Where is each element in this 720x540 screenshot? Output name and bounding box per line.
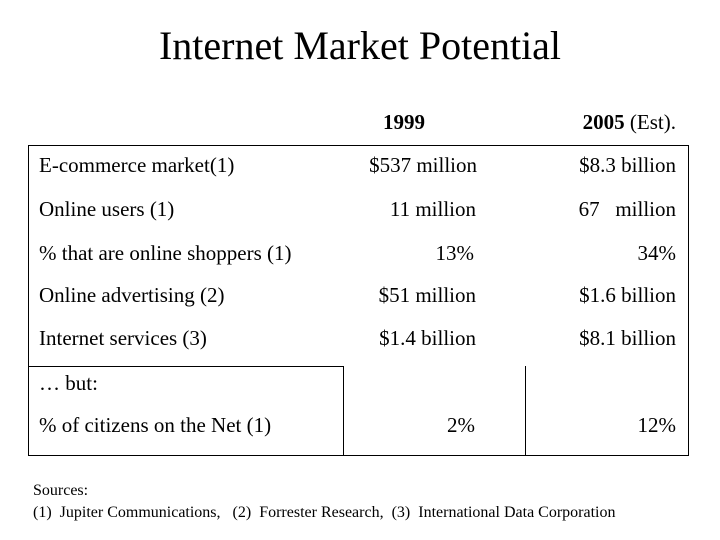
table-row-but: … but: — [0, 368, 720, 398]
table-divider-vertical-right — [525, 366, 526, 456]
table-row-online-shoppers: % that are online shoppers (1) 13% 34% — [0, 238, 720, 268]
table-divider-horizontal — [28, 366, 343, 367]
value-2005: $8.3 billion — [579, 153, 676, 177]
table-row-online-advertising: Online advertising (2) $51 million $1.6 … — [0, 280, 720, 310]
row-label: % that are online shoppers (1) — [39, 241, 292, 265]
table-row-internet-services: Internet services (3) $1.4 billion $8.1 … — [0, 323, 720, 353]
value-2005: 12% — [637, 413, 677, 437]
table-row-online-users: Online users (1) 11 million 67 million — [0, 194, 720, 224]
slide-title: Internet Market Potential — [158, 23, 562, 68]
column-header-1999: 1999 — [383, 110, 425, 134]
table-row-citizens-on-net: % of citizens on the Net (1) 2% 12% — [0, 410, 720, 440]
row-label: Online advertising (2) — [39, 283, 225, 307]
table-row-ecommerce-market: E-commerce market(1) $537 million $8.3 b… — [0, 150, 720, 180]
row-label: … but: — [39, 371, 98, 395]
sources-list: (1) Jupiter Communications, (2) Forreste… — [33, 504, 616, 521]
value-2005: $8.1 billion — [579, 326, 676, 350]
sources-footnote: Sources: (1) Jupiter Communications, (2)… — [33, 480, 616, 524]
value-2005: 67 million — [578, 197, 676, 221]
value-1999: $537 million — [369, 153, 477, 177]
table-frame — [28, 145, 689, 456]
value-1999: 13% — [435, 241, 475, 265]
column-header-2005-suffix: (Est). — [624, 110, 676, 134]
table-divider-vertical-left — [343, 366, 344, 456]
row-label: Internet services (3) — [39, 326, 207, 350]
column-header-2005: 2005 (Est). — [583, 108, 676, 136]
value-1999: 11 million — [389, 197, 476, 221]
value-1999: $1.4 billion — [379, 326, 476, 350]
row-label: % of citizens on the Net (1) — [39, 413, 272, 437]
column-header-2005-year: 2005 — [582, 110, 625, 134]
value-2005: 34% — [637, 241, 677, 265]
row-label: E-commerce market(1) — [39, 153, 235, 177]
value-1999: $51 million — [378, 283, 476, 307]
value-2005: $1.6 billion — [579, 283, 676, 307]
row-label: Online users (1) — [39, 197, 175, 221]
sources-heading: Sources: — [33, 482, 89, 499]
value-1999: 2% — [447, 413, 475, 437]
